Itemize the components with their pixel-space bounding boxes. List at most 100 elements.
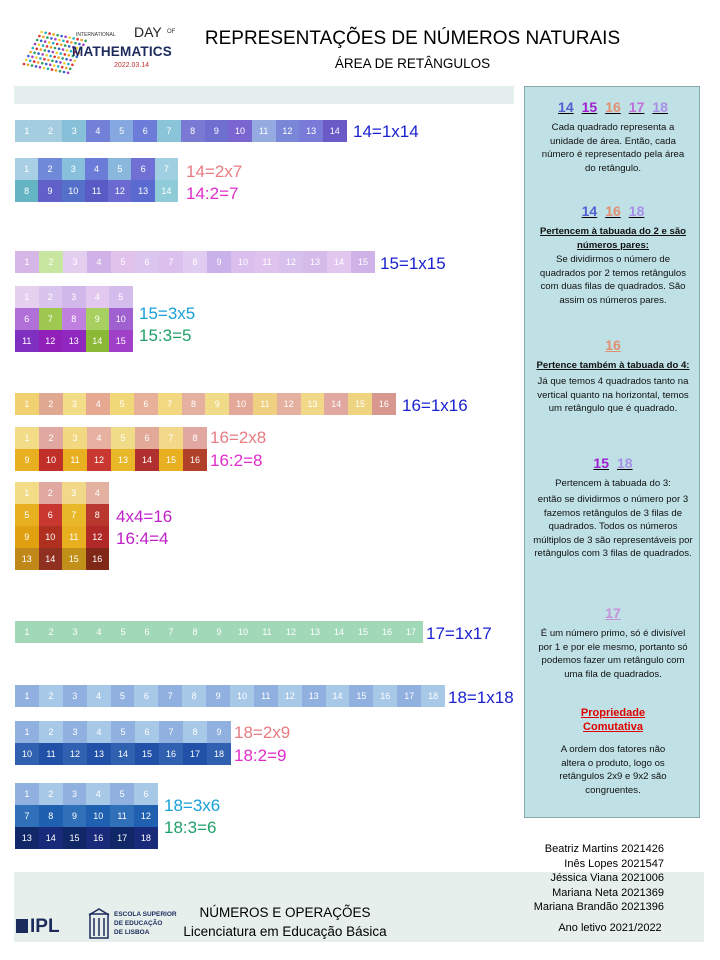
equation-18-2x9: 18=2x9 — [234, 723, 291, 742]
footer-band — [14, 872, 704, 942]
unit-square: 1 — [15, 427, 39, 449]
equation-14-div2: 14:2=7 — [186, 184, 239, 203]
panel-s4-heading: Pertencem à tabuada do 3: — [555, 478, 671, 489]
unit-square: 6 — [38, 504, 62, 526]
unit-square: 17 — [397, 685, 422, 707]
course-title: NÚMEROS E OPERAÇÕES — [199, 905, 371, 920]
unit-square: 9 — [38, 180, 62, 202]
explanation-panel: 14 15 16 17 18 Cada quadrado representa a un… — [524, 86, 700, 818]
eseb-logo: ESCOLA SUPERIOR DE EDUCAÇÃO DE LISBOA — [88, 908, 178, 942]
unit-square: 6 — [134, 685, 159, 707]
num-16: 16 — [605, 99, 621, 115]
unit-square: 2 — [39, 427, 63, 449]
num-16: 16 — [605, 203, 621, 219]
unit-square: 6 — [15, 308, 39, 330]
author-name: Beatriz Martins 2021426 — [544, 843, 664, 855]
unit-square: 3 — [63, 721, 87, 743]
panel-s4-text: então se dividirmos o número por 3 fazem… — [533, 494, 693, 560]
unit-square: 10 — [39, 449, 63, 471]
authors-list: Beatriz Martins 2021426 Inês Lopes 20215… — [520, 842, 664, 915]
logo-international: INTERNATIONAL — [76, 32, 116, 38]
unit-square: 6 — [133, 783, 158, 805]
unit-square: 13 — [62, 330, 86, 352]
num-15: 15 — [581, 99, 598, 115]
unit-square: 4 — [87, 721, 111, 743]
unit-square: 3 — [62, 482, 86, 504]
unit-square: 5 — [109, 120, 134, 142]
rectangle-r14x1: 1 2 3 4 5 6 7 8 9 10 11 12 13 14 — [15, 120, 347, 142]
unit-square: 13 — [301, 685, 326, 707]
equation-16-2x8: 16=2x8 — [210, 428, 267, 447]
unit-square: 16 — [371, 393, 396, 415]
unit-square: 7 — [38, 308, 62, 330]
num-18: 18 — [617, 455, 633, 471]
unit-square: 14 — [325, 685, 350, 707]
unit-square: 15 — [348, 393, 372, 415]
unit-square: 4 — [86, 783, 111, 805]
equation-14-1x14: 14=1x14 — [353, 122, 419, 141]
equation-18-div2: 18:2=9 — [234, 746, 287, 765]
author-name: Mariana Neta 2021369 — [552, 886, 664, 899]
unit-square: 8 — [38, 805, 63, 827]
unit-square: 14 — [111, 743, 135, 765]
logo-date: 2022.03.14 — [114, 62, 150, 69]
unit-square: 10 — [15, 743, 39, 765]
equation-16-div2: 16:2=8 — [210, 451, 263, 470]
unit-square: 13 — [111, 449, 135, 471]
logo-of: OF — [167, 29, 176, 35]
unit-square: 9 — [15, 526, 39, 548]
equation-17-1x17: 17=1x17 — [426, 624, 492, 643]
equation-15-1x15: 15=1x15 — [380, 254, 446, 273]
unit-square: 1 — [15, 783, 39, 805]
unit-square: 18 — [207, 743, 231, 765]
equation-15-3x5: 15=3x5 — [139, 304, 196, 323]
unit-square: 17 — [399, 621, 423, 643]
unit-square: 3 — [62, 393, 87, 415]
num-17: 17 — [628, 99, 645, 115]
unit-square: 6 — [131, 158, 155, 180]
unit-square: 11 — [62, 526, 86, 548]
unit-square: 7 — [154, 158, 179, 180]
unit-square: 5 — [110, 783, 134, 805]
panel-s3-text: Já que temos 4 quadrados tanto na vertic… — [537, 376, 689, 415]
unit-square: 6 — [133, 120, 158, 142]
unit-square: 8 — [183, 721, 207, 743]
unit-square: 2 — [38, 685, 63, 707]
unit-square: 4 — [85, 482, 109, 504]
unit-square: 12 — [277, 685, 302, 707]
unit-square: 12 — [275, 120, 300, 142]
school-year: Ano letivo 2021/2022 — [558, 922, 662, 934]
unit-square: 9 — [207, 721, 231, 743]
unit-square: 2 — [38, 286, 62, 308]
unit-square: 16 — [86, 827, 111, 849]
unit-square: 18 — [133, 827, 158, 849]
unit-square: 17 — [183, 743, 207, 765]
unit-square: 9 — [206, 685, 231, 707]
unit-square: 11 — [63, 449, 87, 471]
panel-s3-heading: Pertence também à tabuada do 4: — [536, 360, 690, 371]
unit-square: 13 — [15, 827, 39, 849]
unit-square: 7 — [157, 393, 182, 415]
unit-square: 12 — [279, 621, 303, 643]
unit-square: 9 — [207, 621, 231, 643]
unit-square: 11 — [252, 393, 277, 415]
unit-square: 8 — [183, 621, 207, 643]
unit-square: 2 — [38, 158, 62, 180]
rectangle-r14x2: 1 2 3 4 5 6 7 8 9 10 11 12 13 14 — [15, 158, 179, 202]
unit-square: 1 — [15, 482, 39, 504]
panel-s6-heading: Propriedade Comutativa — [580, 707, 646, 733]
unit-square: 16 — [375, 621, 399, 643]
unit-square: 15 — [62, 548, 86, 570]
header-band — [14, 86, 514, 104]
unit-square: 14 — [327, 251, 351, 273]
unit-square: 16 — [183, 449, 207, 471]
panel-s1-numbers: 14 15 16 17 18 — [525, 99, 701, 115]
unit-square: 8 — [183, 427, 207, 449]
unit-square: 7 — [158, 685, 183, 707]
unit-square: 7 — [159, 721, 183, 743]
unit-square: 8 — [15, 180, 39, 202]
unit-square: 4 — [87, 251, 111, 273]
unit-square: 15 — [159, 449, 183, 471]
unit-square: 18 — [421, 685, 446, 707]
num-14: 14 — [581, 203, 598, 219]
